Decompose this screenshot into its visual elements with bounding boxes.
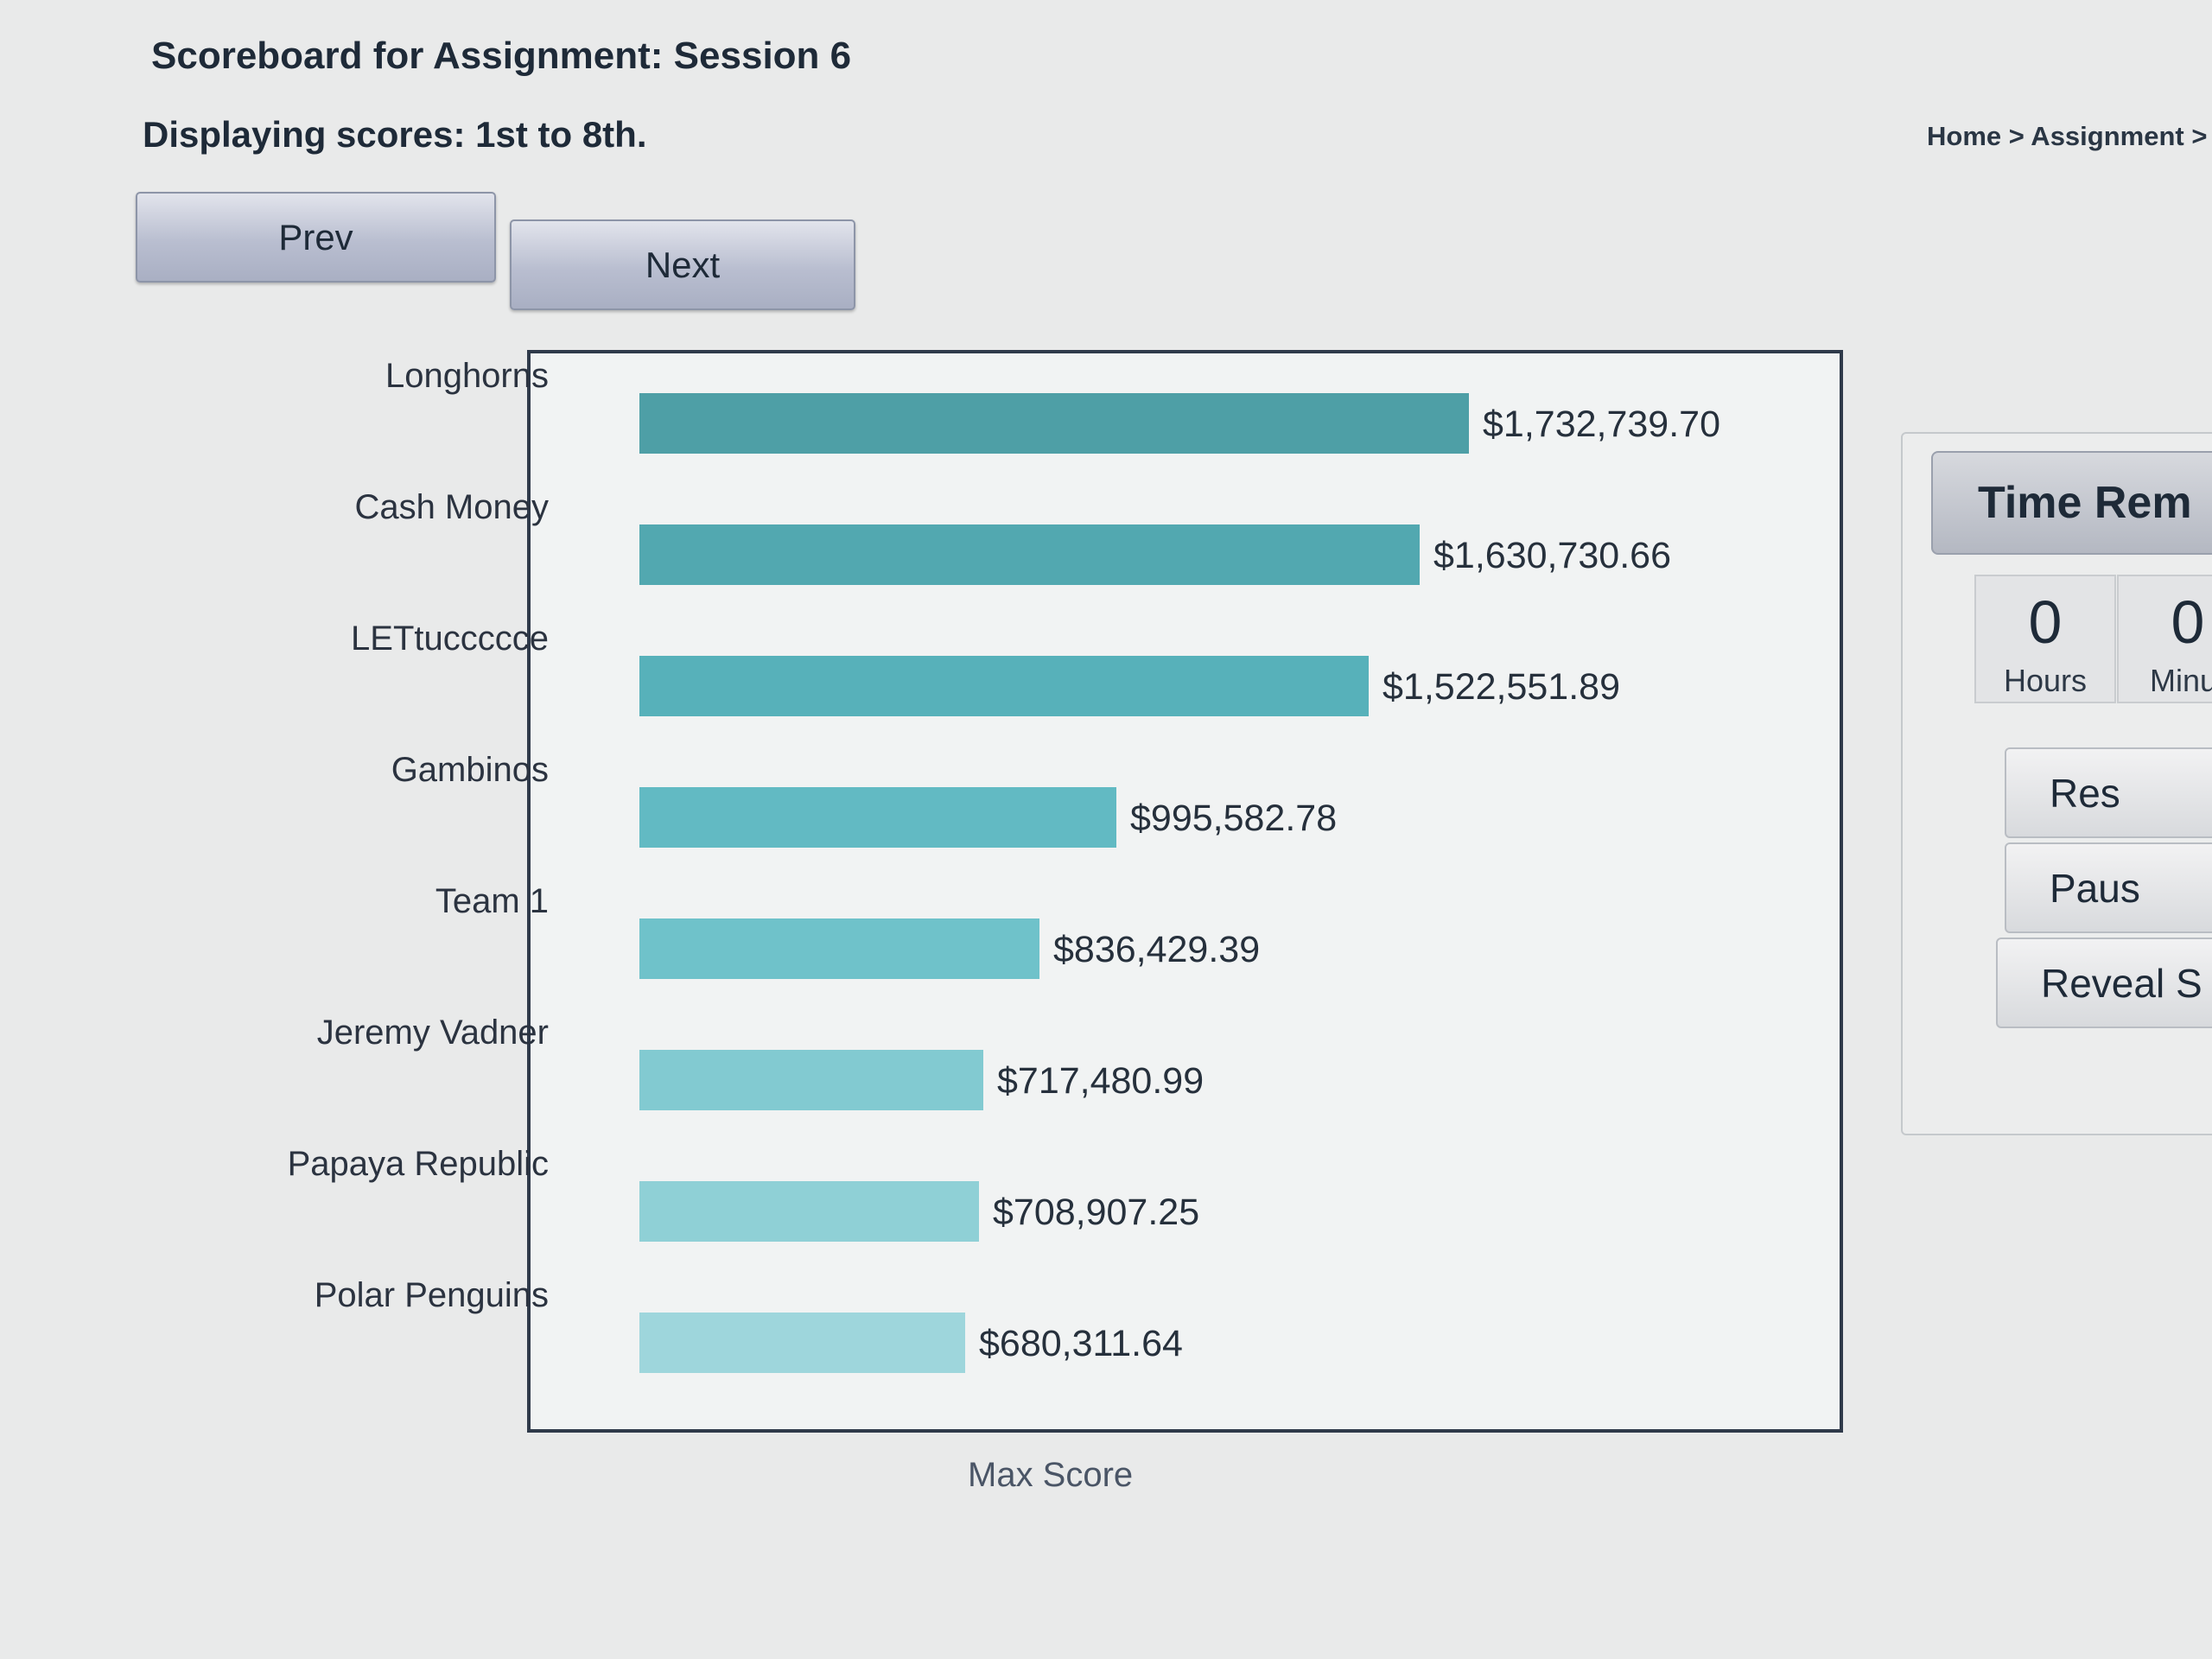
score-value-label: $717,480.99 bbox=[997, 1060, 1205, 1102]
team-label: LETtuccccce bbox=[351, 620, 549, 658]
score-value-label: $1,732,739.70 bbox=[1483, 404, 1720, 445]
team-label: Polar Penguins bbox=[314, 1276, 549, 1314]
x-axis-label: Max Score bbox=[968, 1456, 1134, 1494]
next-button[interactable]: Next bbox=[510, 219, 855, 310]
score-bar bbox=[639, 787, 1116, 848]
minutes-box: 0 Minut bbox=[2117, 575, 2212, 703]
score-bar bbox=[639, 1050, 983, 1110]
minutes-unit: Minut bbox=[2149, 663, 2212, 698]
team-label: Longhorns bbox=[385, 357, 549, 395]
team-label: Jeremy Vadner bbox=[316, 1014, 549, 1052]
time-remaining-header: Time Rem bbox=[1931, 451, 2212, 555]
team-label: Team 1 bbox=[435, 882, 549, 920]
score-bar bbox=[639, 1181, 979, 1242]
score-bar bbox=[639, 393, 1469, 454]
breadcrumb[interactable]: Home > Assignment > bbox=[1927, 121, 2208, 151]
score-range-text: Displaying scores: 1st to 8th. bbox=[143, 114, 647, 155]
score-value-label: $1,522,551.89 bbox=[1382, 666, 1620, 708]
reveal-button[interactable]: Reveal S bbox=[1996, 938, 2212, 1028]
score-value-label: $708,907.25 bbox=[993, 1192, 1200, 1233]
team-label: Papaya Republic bbox=[287, 1145, 549, 1183]
page-title: Scoreboard for Assignment: Session 6 bbox=[151, 35, 852, 77]
reset-button[interactable]: Res bbox=[2005, 747, 2212, 838]
pause-button[interactable]: Paus bbox=[2005, 842, 2212, 933]
score-value-label: $680,311.64 bbox=[979, 1323, 1183, 1364]
hours-box: 0 Hours bbox=[1974, 575, 2116, 703]
team-label: Cash Money bbox=[354, 488, 549, 526]
score-bar bbox=[639, 656, 1369, 716]
scoreboard-chart-panel bbox=[527, 350, 1843, 1433]
score-value-label: $1,630,730.66 bbox=[1433, 535, 1671, 576]
score-value-label: $836,429.39 bbox=[1053, 929, 1261, 970]
score-bar bbox=[639, 524, 1420, 585]
score-bar bbox=[639, 1313, 965, 1373]
score-value-label: $995,582.78 bbox=[1130, 798, 1338, 839]
score-bar bbox=[639, 918, 1039, 979]
hours-unit: Hours bbox=[2003, 663, 2088, 698]
team-label: Gambinos bbox=[391, 751, 549, 789]
minutes-value: 0 bbox=[2171, 588, 2205, 656]
hours-value: 0 bbox=[2028, 588, 2063, 656]
prev-button[interactable]: Prev bbox=[136, 192, 496, 283]
